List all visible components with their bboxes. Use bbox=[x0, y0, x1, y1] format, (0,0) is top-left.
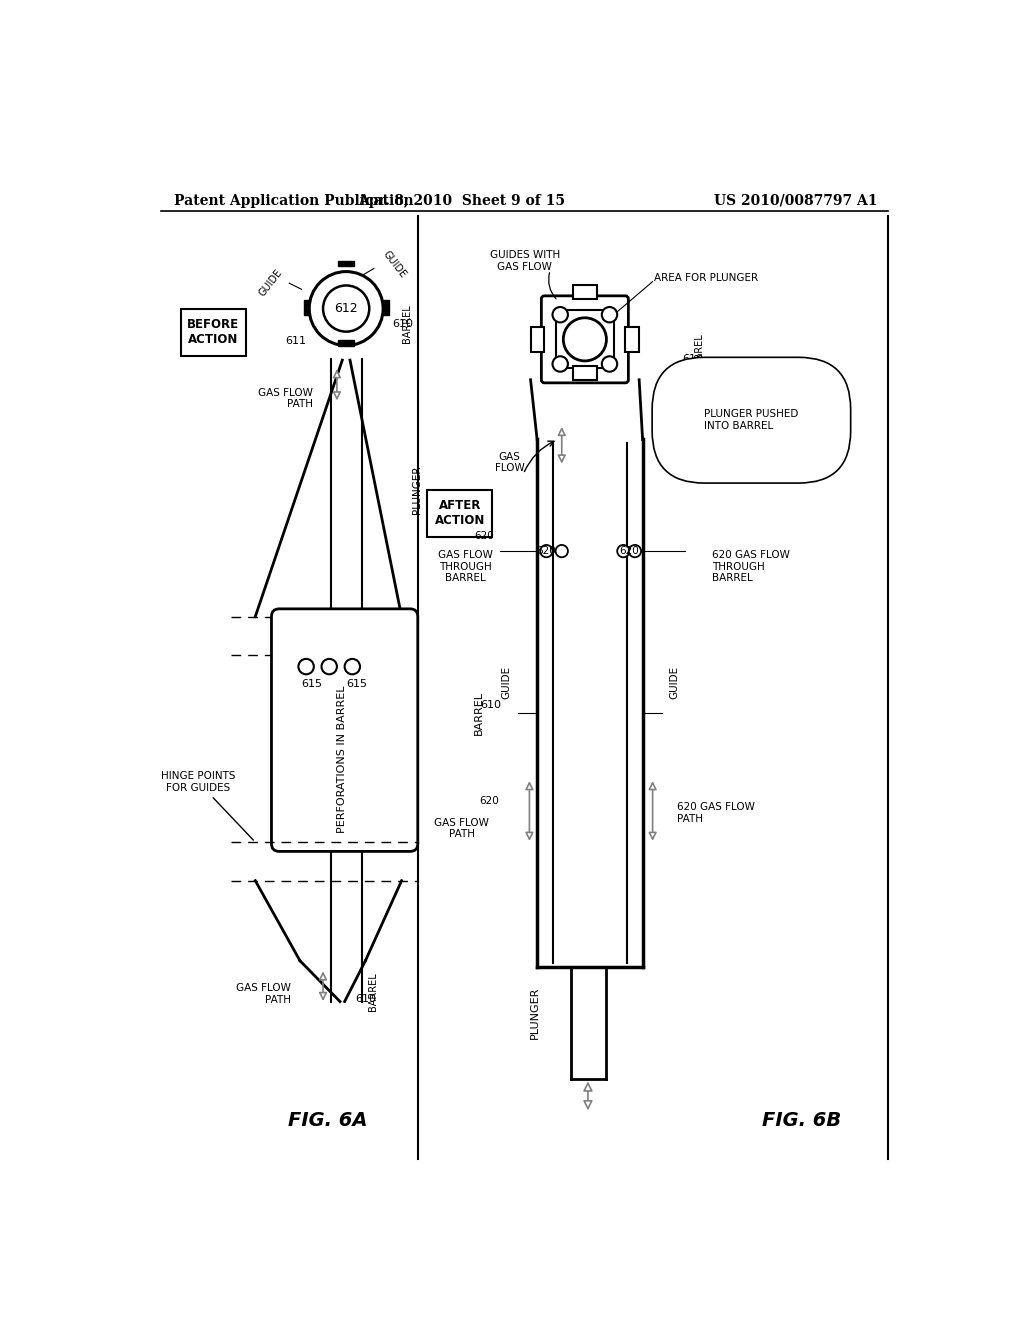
Circle shape bbox=[541, 545, 553, 557]
Text: PERFORATIONS IN BARREL: PERFORATIONS IN BARREL bbox=[337, 685, 347, 833]
Text: 620: 620 bbox=[479, 796, 500, 807]
Text: US 2010/0087797 A1: US 2010/0087797 A1 bbox=[714, 194, 878, 207]
Text: FIG. 6B: FIG. 6B bbox=[762, 1111, 841, 1130]
Text: BEFORE
ACTION: BEFORE ACTION bbox=[187, 318, 240, 346]
Text: GAS FLOW
PATH: GAS FLOW PATH bbox=[258, 388, 313, 409]
Text: GAS FLOW
PATH: GAS FLOW PATH bbox=[236, 983, 291, 1005]
Text: 612: 612 bbox=[335, 302, 358, 315]
Text: 611: 611 bbox=[285, 335, 306, 346]
Text: PLUNGER: PLUNGER bbox=[530, 987, 541, 1039]
Text: 620: 620 bbox=[620, 546, 639, 556]
Text: GAS FLOW
PATH: GAS FLOW PATH bbox=[434, 817, 489, 840]
Text: Patent Application Publication: Patent Application Publication bbox=[174, 194, 414, 207]
Text: 620: 620 bbox=[537, 546, 556, 556]
Circle shape bbox=[629, 545, 641, 557]
Text: FIG. 6A: FIG. 6A bbox=[289, 1111, 368, 1130]
Bar bbox=[530, 327, 545, 351]
Bar bbox=[339, 341, 354, 346]
Circle shape bbox=[553, 308, 568, 322]
Circle shape bbox=[563, 318, 606, 360]
Text: BARREL: BARREL bbox=[402, 305, 413, 343]
Bar bbox=[572, 366, 597, 380]
Circle shape bbox=[309, 272, 383, 346]
Circle shape bbox=[617, 545, 630, 557]
Bar bbox=[427, 490, 493, 537]
Text: 620: 620 bbox=[474, 531, 494, 541]
Text: GUIDE: GUIDE bbox=[502, 665, 512, 698]
Text: AFTER
ACTION: AFTER ACTION bbox=[434, 499, 485, 528]
Bar bbox=[383, 300, 388, 315]
Text: GUIDE: GUIDE bbox=[381, 249, 408, 280]
Text: BARREL: BARREL bbox=[368, 972, 378, 1011]
Circle shape bbox=[553, 356, 568, 372]
Text: 615: 615 bbox=[346, 680, 368, 689]
Text: BARREL: BARREL bbox=[474, 690, 484, 735]
Circle shape bbox=[602, 356, 617, 372]
FancyBboxPatch shape bbox=[542, 296, 629, 383]
Circle shape bbox=[556, 545, 568, 557]
Text: 610: 610 bbox=[480, 700, 502, 710]
Text: GUIDES WITH
GAS FLOW: GUIDES WITH GAS FLOW bbox=[489, 249, 560, 272]
Text: 610: 610 bbox=[355, 994, 377, 1005]
Text: AREA FOR PLUNGER: AREA FOR PLUNGER bbox=[654, 273, 759, 282]
Text: GAS FLOW
THROUGH
BARREL: GAS FLOW THROUGH BARREL bbox=[438, 550, 493, 583]
Circle shape bbox=[345, 659, 360, 675]
Text: GUIDE: GUIDE bbox=[257, 268, 285, 298]
Text: HINGE POINTS
FOR GUIDES: HINGE POINTS FOR GUIDES bbox=[161, 771, 253, 840]
Bar bbox=[180, 309, 246, 356]
Text: 620 GAS FLOW
PATH: 620 GAS FLOW PATH bbox=[677, 803, 755, 824]
Text: 620 GAS FLOW
THROUGH
BARREL: 620 GAS FLOW THROUGH BARREL bbox=[712, 550, 790, 583]
Circle shape bbox=[602, 308, 617, 322]
Bar bbox=[304, 300, 309, 315]
Bar bbox=[556, 310, 613, 368]
Text: GUIDE: GUIDE bbox=[670, 665, 680, 698]
Bar bbox=[339, 261, 354, 267]
Text: 610: 610 bbox=[392, 319, 414, 329]
Text: GAS
FLOW: GAS FLOW bbox=[495, 451, 524, 474]
Text: BARREL: BARREL bbox=[694, 333, 705, 372]
Circle shape bbox=[322, 659, 337, 675]
Text: PLUNGER: PLUNGER bbox=[412, 465, 422, 513]
Bar bbox=[572, 285, 597, 298]
Text: Apr. 8, 2010  Sheet 9 of 15: Apr. 8, 2010 Sheet 9 of 15 bbox=[358, 194, 565, 207]
Bar bbox=[626, 327, 639, 351]
Circle shape bbox=[298, 659, 313, 675]
FancyBboxPatch shape bbox=[271, 609, 418, 851]
Text: PLUNGER PUSHED
INTO BARREL: PLUNGER PUSHED INTO BARREL bbox=[705, 409, 799, 432]
Text: 615: 615 bbox=[301, 680, 322, 689]
Text: 610: 610 bbox=[682, 354, 702, 363]
Circle shape bbox=[323, 285, 370, 331]
